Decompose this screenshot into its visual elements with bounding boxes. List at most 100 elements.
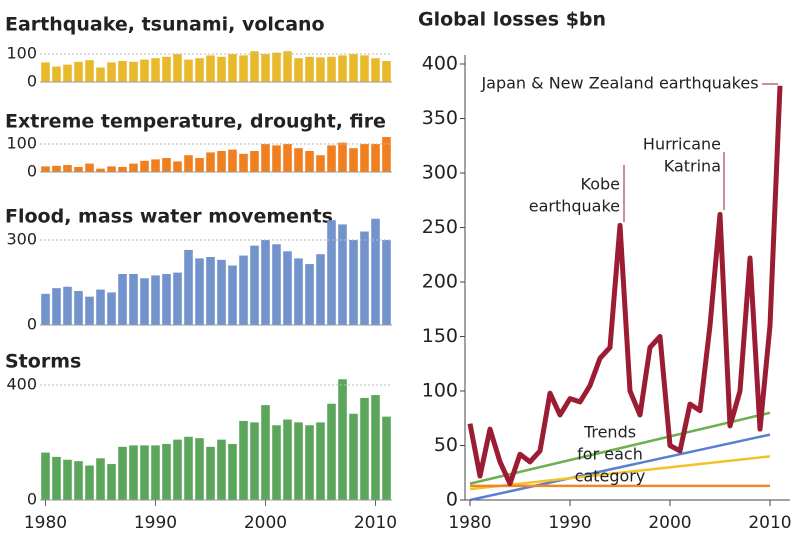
bar bbox=[206, 152, 215, 172]
bar bbox=[140, 278, 149, 325]
bar bbox=[129, 163, 138, 172]
bar bbox=[118, 274, 127, 325]
loss-line bbox=[467, 85, 783, 487]
bar bbox=[184, 59, 193, 82]
bar bbox=[338, 224, 347, 325]
bar bbox=[349, 148, 358, 172]
bar bbox=[250, 151, 259, 172]
bar bbox=[382, 416, 391, 500]
bar bbox=[173, 272, 182, 325]
bar bbox=[52, 165, 61, 172]
bar bbox=[74, 461, 83, 500]
bar bbox=[74, 166, 83, 172]
bar bbox=[217, 439, 226, 500]
bar bbox=[41, 62, 50, 82]
bar bbox=[162, 274, 171, 325]
bar bbox=[118, 166, 127, 172]
bar bbox=[162, 443, 171, 500]
y-tick-label: 0 bbox=[27, 162, 37, 181]
bar bbox=[63, 459, 72, 500]
bar bbox=[360, 144, 369, 172]
bar bbox=[228, 54, 237, 82]
bar bbox=[63, 286, 72, 325]
y-tick-label: 100 bbox=[422, 380, 458, 402]
bar bbox=[239, 55, 248, 82]
bar bbox=[206, 446, 215, 500]
bar bbox=[294, 422, 303, 500]
bar bbox=[261, 405, 270, 500]
bar bbox=[371, 218, 380, 325]
bar bbox=[217, 259, 226, 325]
y-tick-label: 300 bbox=[422, 162, 458, 184]
bar bbox=[250, 245, 259, 325]
bar bbox=[85, 296, 94, 325]
bar bbox=[382, 240, 391, 325]
bar bbox=[261, 144, 270, 172]
bar bbox=[338, 142, 347, 172]
bar bbox=[228, 149, 237, 172]
bar bbox=[316, 422, 325, 500]
bar bbox=[173, 54, 182, 82]
bar bbox=[360, 397, 369, 500]
bar bbox=[316, 155, 325, 172]
y-tick-label: 0 bbox=[27, 490, 37, 509]
y-tick-label: 100 bbox=[6, 134, 37, 153]
x-tick-label: 1980 bbox=[448, 513, 491, 533]
y-tick-label: 0 bbox=[27, 72, 37, 91]
bar bbox=[305, 425, 314, 500]
bar bbox=[41, 166, 50, 172]
bar bbox=[151, 58, 160, 82]
bar bbox=[52, 66, 61, 82]
bar bbox=[272, 425, 281, 500]
y-tick-label: 400 bbox=[6, 375, 37, 394]
bar bbox=[228, 265, 237, 325]
bar bbox=[52, 288, 61, 325]
bar bbox=[338, 55, 347, 82]
x-tick-label: 1990 bbox=[548, 513, 591, 533]
bar bbox=[74, 61, 83, 82]
y-tick-label: 50 bbox=[434, 434, 458, 456]
bar bbox=[305, 151, 314, 172]
bar bbox=[294, 258, 303, 325]
y-tick-label: 250 bbox=[422, 216, 458, 238]
bar bbox=[316, 57, 325, 82]
bar bbox=[360, 231, 369, 325]
bar bbox=[272, 52, 281, 82]
bar bbox=[195, 58, 204, 82]
bar bbox=[382, 137, 391, 172]
bar bbox=[151, 159, 160, 172]
bar bbox=[305, 264, 314, 325]
bar bbox=[118, 446, 127, 500]
trend-line bbox=[469, 411, 771, 485]
annotation: for each bbox=[577, 445, 643, 464]
bar bbox=[228, 443, 237, 500]
bar bbox=[173, 161, 182, 172]
bar bbox=[239, 420, 248, 500]
bar bbox=[151, 275, 160, 325]
bar bbox=[162, 158, 171, 172]
bar bbox=[107, 62, 116, 82]
bar bbox=[173, 439, 182, 500]
bar bbox=[184, 155, 193, 172]
bar bbox=[294, 58, 303, 82]
bar bbox=[140, 160, 149, 172]
bar bbox=[74, 291, 83, 325]
bar bbox=[85, 60, 94, 82]
bar bbox=[283, 251, 292, 325]
y-tick-label: 200 bbox=[422, 271, 458, 293]
panel-title: Flood, mass water movements bbox=[5, 206, 333, 228]
bar bbox=[327, 145, 336, 172]
bar bbox=[305, 56, 314, 82]
bar bbox=[129, 274, 138, 325]
panel-title: Storms bbox=[5, 351, 81, 373]
bar bbox=[41, 293, 50, 325]
bar bbox=[151, 445, 160, 500]
x-tick-label: 2000 bbox=[648, 513, 691, 533]
bar bbox=[52, 456, 61, 500]
bar bbox=[371, 58, 380, 82]
bar bbox=[85, 465, 94, 500]
bar bbox=[349, 240, 358, 325]
bar bbox=[250, 51, 259, 82]
